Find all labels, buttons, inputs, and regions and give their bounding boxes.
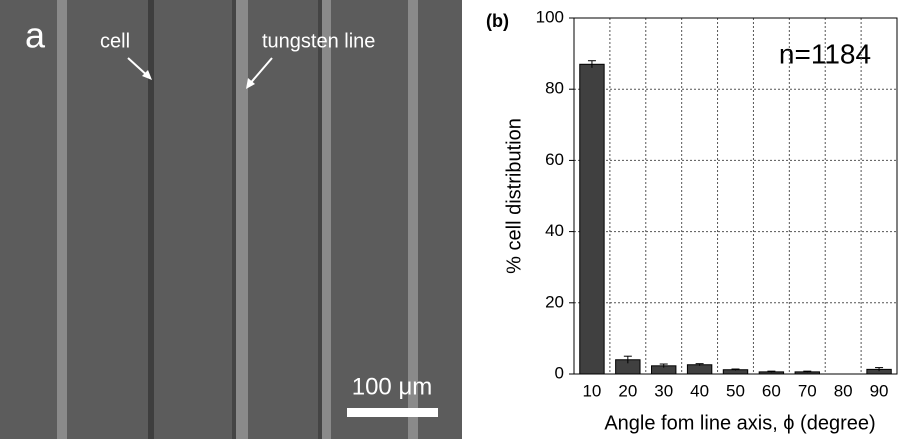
cell-strand	[148, 0, 154, 439]
x-tick-label: 40	[690, 381, 709, 400]
tungsten-line	[408, 0, 418, 439]
tungsten-line	[236, 0, 248, 439]
annotation: tungsten line	[262, 30, 375, 52]
arrow-head	[246, 78, 255, 89]
plot-frame	[573, 17, 898, 375]
tungsten-line	[57, 0, 67, 439]
x-tick-label: 90	[870, 381, 889, 400]
y-tick-label: 0	[555, 363, 564, 382]
cell-strand	[318, 0, 322, 439]
arrow	[247, 57, 273, 87]
panel-label: a	[25, 15, 46, 56]
y-tick-label: 100	[536, 7, 564, 26]
x-tick-label: 30	[654, 381, 673, 400]
x-tick-label: 70	[798, 381, 817, 400]
bar	[686, 364, 713, 375]
bar	[579, 63, 605, 375]
x-tick-label: 60	[762, 381, 781, 400]
x-tick-label: 20	[618, 381, 637, 400]
tungsten-line	[322, 0, 331, 439]
x-tick-label: 10	[582, 381, 601, 400]
y-tick-label: 80	[545, 79, 564, 98]
micrograph: a cell tungsten line 100 μm	[0, 0, 462, 439]
y-tick-label: 40	[545, 221, 564, 240]
annotation: cell	[100, 30, 130, 52]
scale-bar-label: 100 μm	[352, 373, 433, 400]
x-tick-label: 80	[834, 381, 853, 400]
scale-bar	[347, 408, 438, 417]
cell-strand	[232, 0, 236, 439]
x-axis-title: Angle fom line axis, ϕ (degree)	[604, 412, 875, 434]
panel-label: (b)	[486, 11, 509, 31]
y-tick-label: 20	[545, 292, 564, 311]
micrograph-background	[0, 0, 462, 439]
y-tick-label: 60	[545, 150, 564, 169]
x-tick-label: 50	[726, 381, 745, 400]
y-axis-title: % cell distribution	[503, 118, 525, 274]
arrow-head	[142, 70, 152, 80]
